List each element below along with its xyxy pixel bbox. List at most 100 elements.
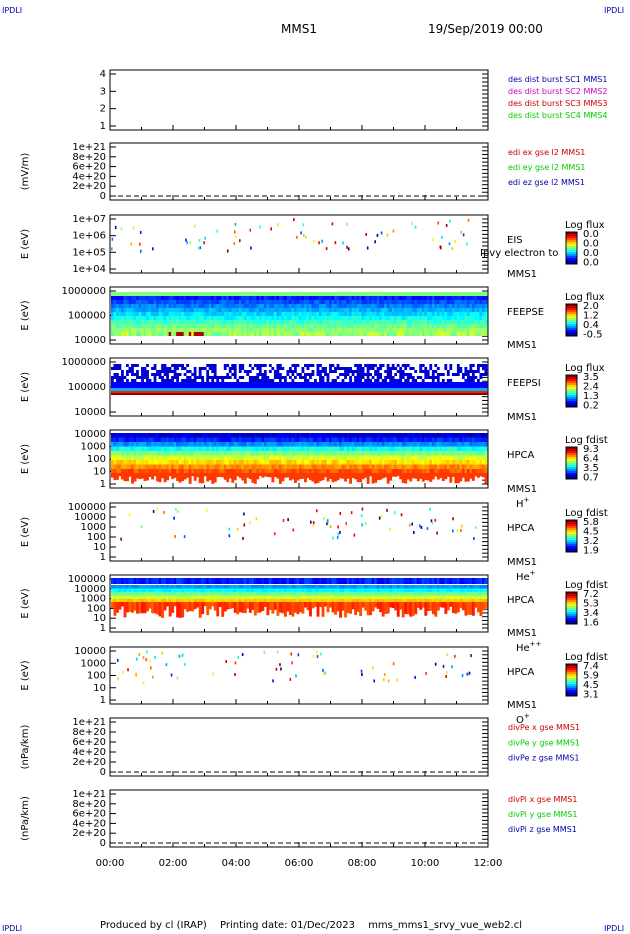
- spectrogram-cell: [394, 437, 398, 443]
- spectrogram-cell: [326, 388, 330, 391]
- spectrogram-cell: [263, 473, 267, 477]
- spectrogram-cell: [361, 388, 365, 391]
- spectrogram-cell: [331, 391, 335, 393]
- spectrogram-cell: [404, 391, 408, 393]
- spectrogram-cell: [389, 320, 393, 325]
- spectrogram-cell: [271, 324, 275, 329]
- spectrogram-cell: [143, 304, 147, 309]
- spectrogram-cell: [351, 446, 355, 452]
- spectrogram-cell: [168, 388, 172, 391]
- spectrogram-cell: [376, 300, 380, 305]
- spectrogram-cell: [376, 304, 380, 309]
- spectrogram-cell: [218, 320, 222, 325]
- spectrogram-cell: [441, 373, 445, 376]
- spectrogram-cell: [416, 300, 420, 305]
- spectrogram-cell: [226, 376, 230, 379]
- spectrogram-cell: [466, 373, 470, 376]
- spectrogram-cell: [151, 592, 155, 596]
- spectrogram-cell: [163, 451, 167, 456]
- spectrogram-cell: [126, 469, 129, 474]
- spectrogram-cell: [376, 464, 380, 470]
- spectrogram-cell: [314, 320, 317, 325]
- spectrogram-cell: [213, 391, 217, 393]
- spectrogram-cell: [429, 316, 433, 321]
- spectrogram-cell: [256, 446, 260, 452]
- spectrogram-cell: [329, 525, 332, 529]
- spectrogram-cell: [139, 249, 142, 253]
- spectrogram-cell: [171, 393, 175, 395]
- spectrogram-cell: [211, 316, 215, 321]
- spectrogram-cell: [168, 308, 172, 313]
- spectrogram-cell: [349, 393, 353, 395]
- spectrogram-cell: [278, 300, 282, 305]
- spectrogram-cell: [326, 296, 330, 301]
- spectrogram-cell: [213, 296, 217, 301]
- spectrogram-cell: [444, 316, 448, 321]
- spectrogram-cell: [191, 312, 195, 317]
- spectrogram-cell: [146, 308, 149, 313]
- spectrogram-cell: [374, 393, 378, 395]
- spectrogram-cell: [196, 433, 200, 438]
- spectrogram-cell: [366, 316, 370, 321]
- spectrogram-cell: [364, 451, 368, 456]
- colorbar-swatch: [566, 320, 577, 323]
- colorbar-swatch: [566, 548, 577, 551]
- spectrogram-cell: [128, 578, 132, 584]
- spectrogram-cell: [273, 320, 277, 325]
- spectrogram-cell: [419, 296, 423, 301]
- spectrogram-cell: [255, 517, 258, 521]
- spectrogram-cell: [168, 382, 172, 390]
- spectrogram-cell: [314, 460, 317, 465]
- spectrogram-cell: [193, 373, 197, 376]
- spectrogram-cell: [113, 592, 117, 596]
- spectrogram-cell: [251, 391, 255, 393]
- spectrogram-cell: [173, 473, 177, 478]
- spectrogram-cell: [306, 332, 310, 336]
- spectrogram-cell: [228, 332, 232, 336]
- spectrogram-cell: [128, 320, 132, 325]
- spectrogram-cell: [126, 451, 129, 456]
- spectrogram-cell: [121, 300, 124, 305]
- colorbar-swatch: [566, 389, 577, 392]
- spectrogram-cell: [374, 379, 378, 382]
- spectrogram-cell: [404, 393, 408, 395]
- spectrogram-cell: [314, 391, 317, 393]
- spectrogram-cell: [123, 292, 127, 296]
- spectrogram-cell: [349, 300, 353, 305]
- spectrogram-cell: [396, 473, 400, 477]
- spectrogram-cell: [349, 446, 353, 452]
- spectrogram-cell: [421, 320, 425, 325]
- spectrogram-cell: [416, 332, 420, 336]
- spectrogram-cell: [316, 382, 320, 390]
- spectrogram-cell: [151, 320, 155, 325]
- spectrogram-cell: [251, 376, 255, 379]
- spectrogram-cell: [268, 332, 272, 336]
- spectrogram-cell: [178, 391, 182, 393]
- spectrogram-cell: [251, 367, 255, 370]
- spectrogram-cell: [321, 320, 325, 325]
- spectrogram-cell: [161, 469, 165, 474]
- spectrogram-cell: [288, 370, 292, 373]
- spectrogram-cell: [446, 388, 450, 391]
- spectrogram-cell: [416, 296, 420, 301]
- spectrogram-cell: [118, 393, 122, 395]
- spectrogram-cell: [414, 391, 418, 393]
- spectrogram-cell: [369, 292, 373, 296]
- spectrogram-cell: [111, 292, 114, 296]
- spectrogram-cell: [178, 332, 182, 336]
- spectrogram-cell: [206, 316, 210, 321]
- spectrogram-cell: [113, 304, 117, 309]
- spectrogram-cell: [469, 312, 473, 317]
- colorbar-swatch: [566, 308, 577, 311]
- spectrogram-cell: [171, 370, 174, 373]
- spectrogram-cell: [226, 312, 230, 317]
- spectrogram-cell: [359, 455, 363, 461]
- spectrogram-cell: [371, 469, 375, 474]
- spectrogram-cell: [288, 304, 292, 309]
- spectrogram-cell: [429, 473, 433, 482]
- spectrogram-cell: [344, 332, 348, 336]
- spectrogram-cell: [226, 464, 230, 470]
- spectrogram-cell: [248, 393, 252, 395]
- spectrogram-cell: [484, 473, 488, 484]
- spectrogram-cell: [206, 460, 210, 465]
